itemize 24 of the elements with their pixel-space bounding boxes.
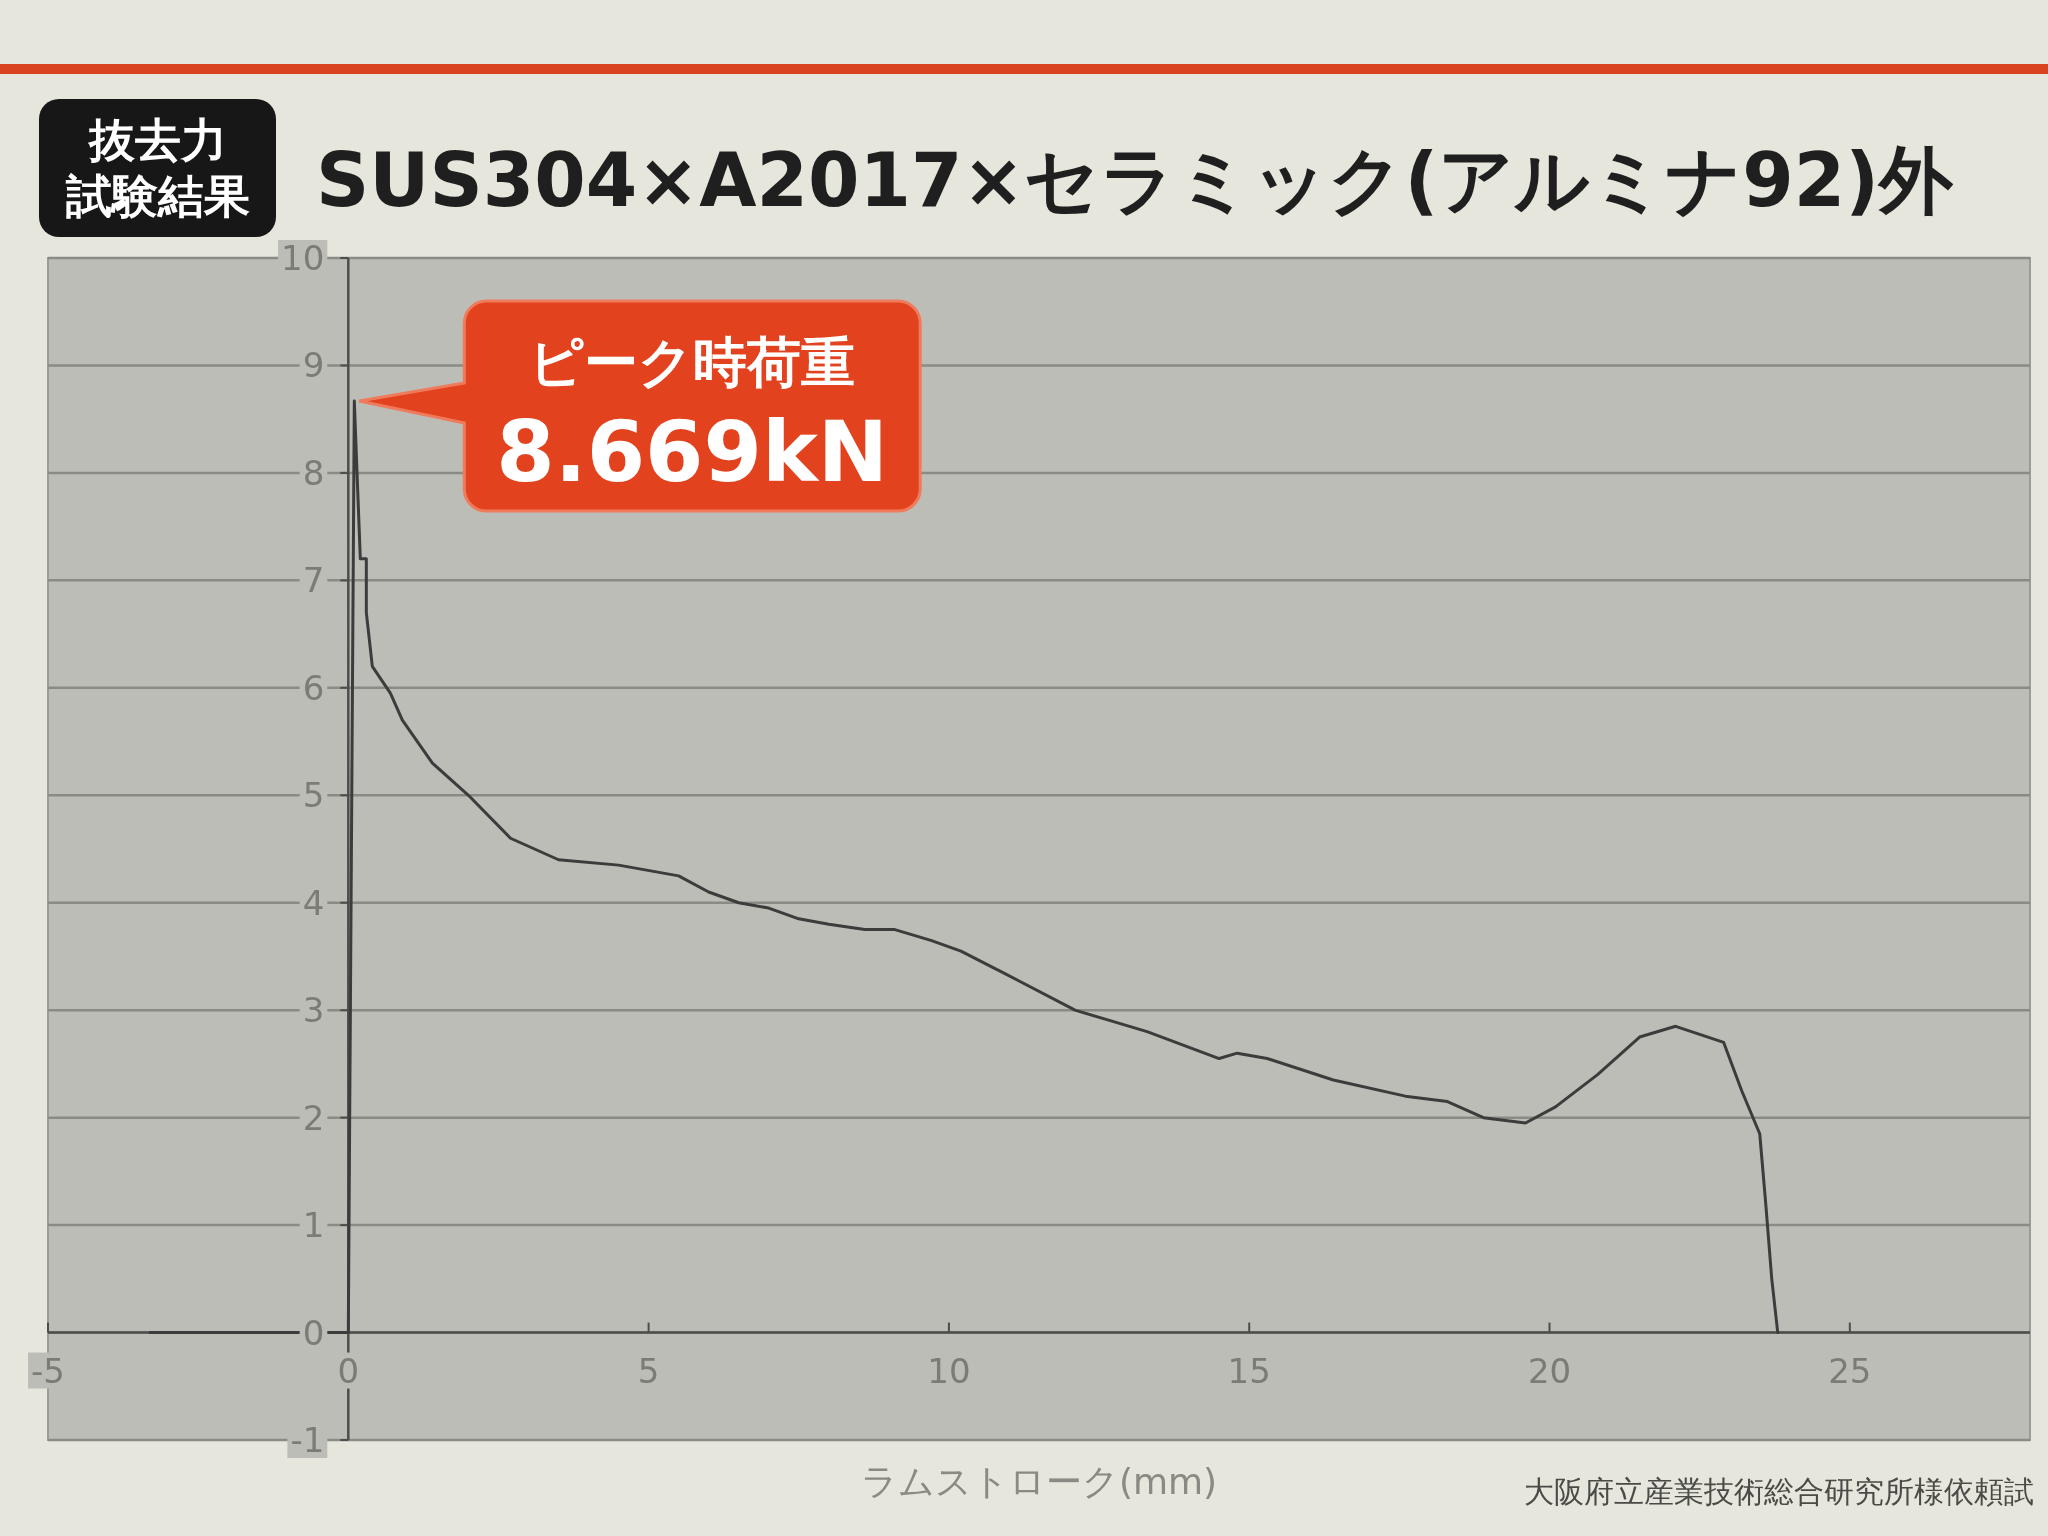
y-tick-label: 1: [302, 1205, 325, 1246]
x-tick-label: 15: [1227, 1350, 1271, 1391]
x-tick-label: 0: [337, 1350, 360, 1391]
y-tick-label: 6: [302, 667, 325, 708]
y-tick-label: 7: [302, 560, 325, 601]
y-tick-label: 8: [302, 452, 325, 493]
x-axis-title: ラムストローク(mm): [860, 1461, 1218, 1502]
x-tick-label: 20: [1527, 1350, 1572, 1391]
x-tick-label: 5: [637, 1350, 660, 1391]
y-tick-label: -1: [290, 1420, 325, 1460]
y-tick-label: 2: [302, 1097, 325, 1138]
y-tick-label: 10: [281, 238, 325, 278]
chart-title: 抜去力試験結果: [65, 113, 250, 223]
y-tick-label: 4: [302, 882, 325, 923]
y-tick-label: 9: [302, 345, 325, 386]
text: 大阪府立産業技術総合研究所様依頼試: [1524, 1474, 2034, 1509]
annotation: ピーク時荷重 8.669kN: [496, 331, 889, 502]
x-tick-label: -5: [31, 1350, 65, 1391]
y-tick-label: 5: [302, 775, 325, 816]
x-tick-label: 10: [927, 1350, 971, 1391]
y-tick-label: 3: [302, 990, 325, 1031]
chart-subtitle: SUS304×A2017×セラミック(アルミナ92)外: [316, 137, 1954, 223]
x-tick-label: 25: [1828, 1350, 1872, 1391]
y-tick-label: 0: [302, 1312, 325, 1353]
